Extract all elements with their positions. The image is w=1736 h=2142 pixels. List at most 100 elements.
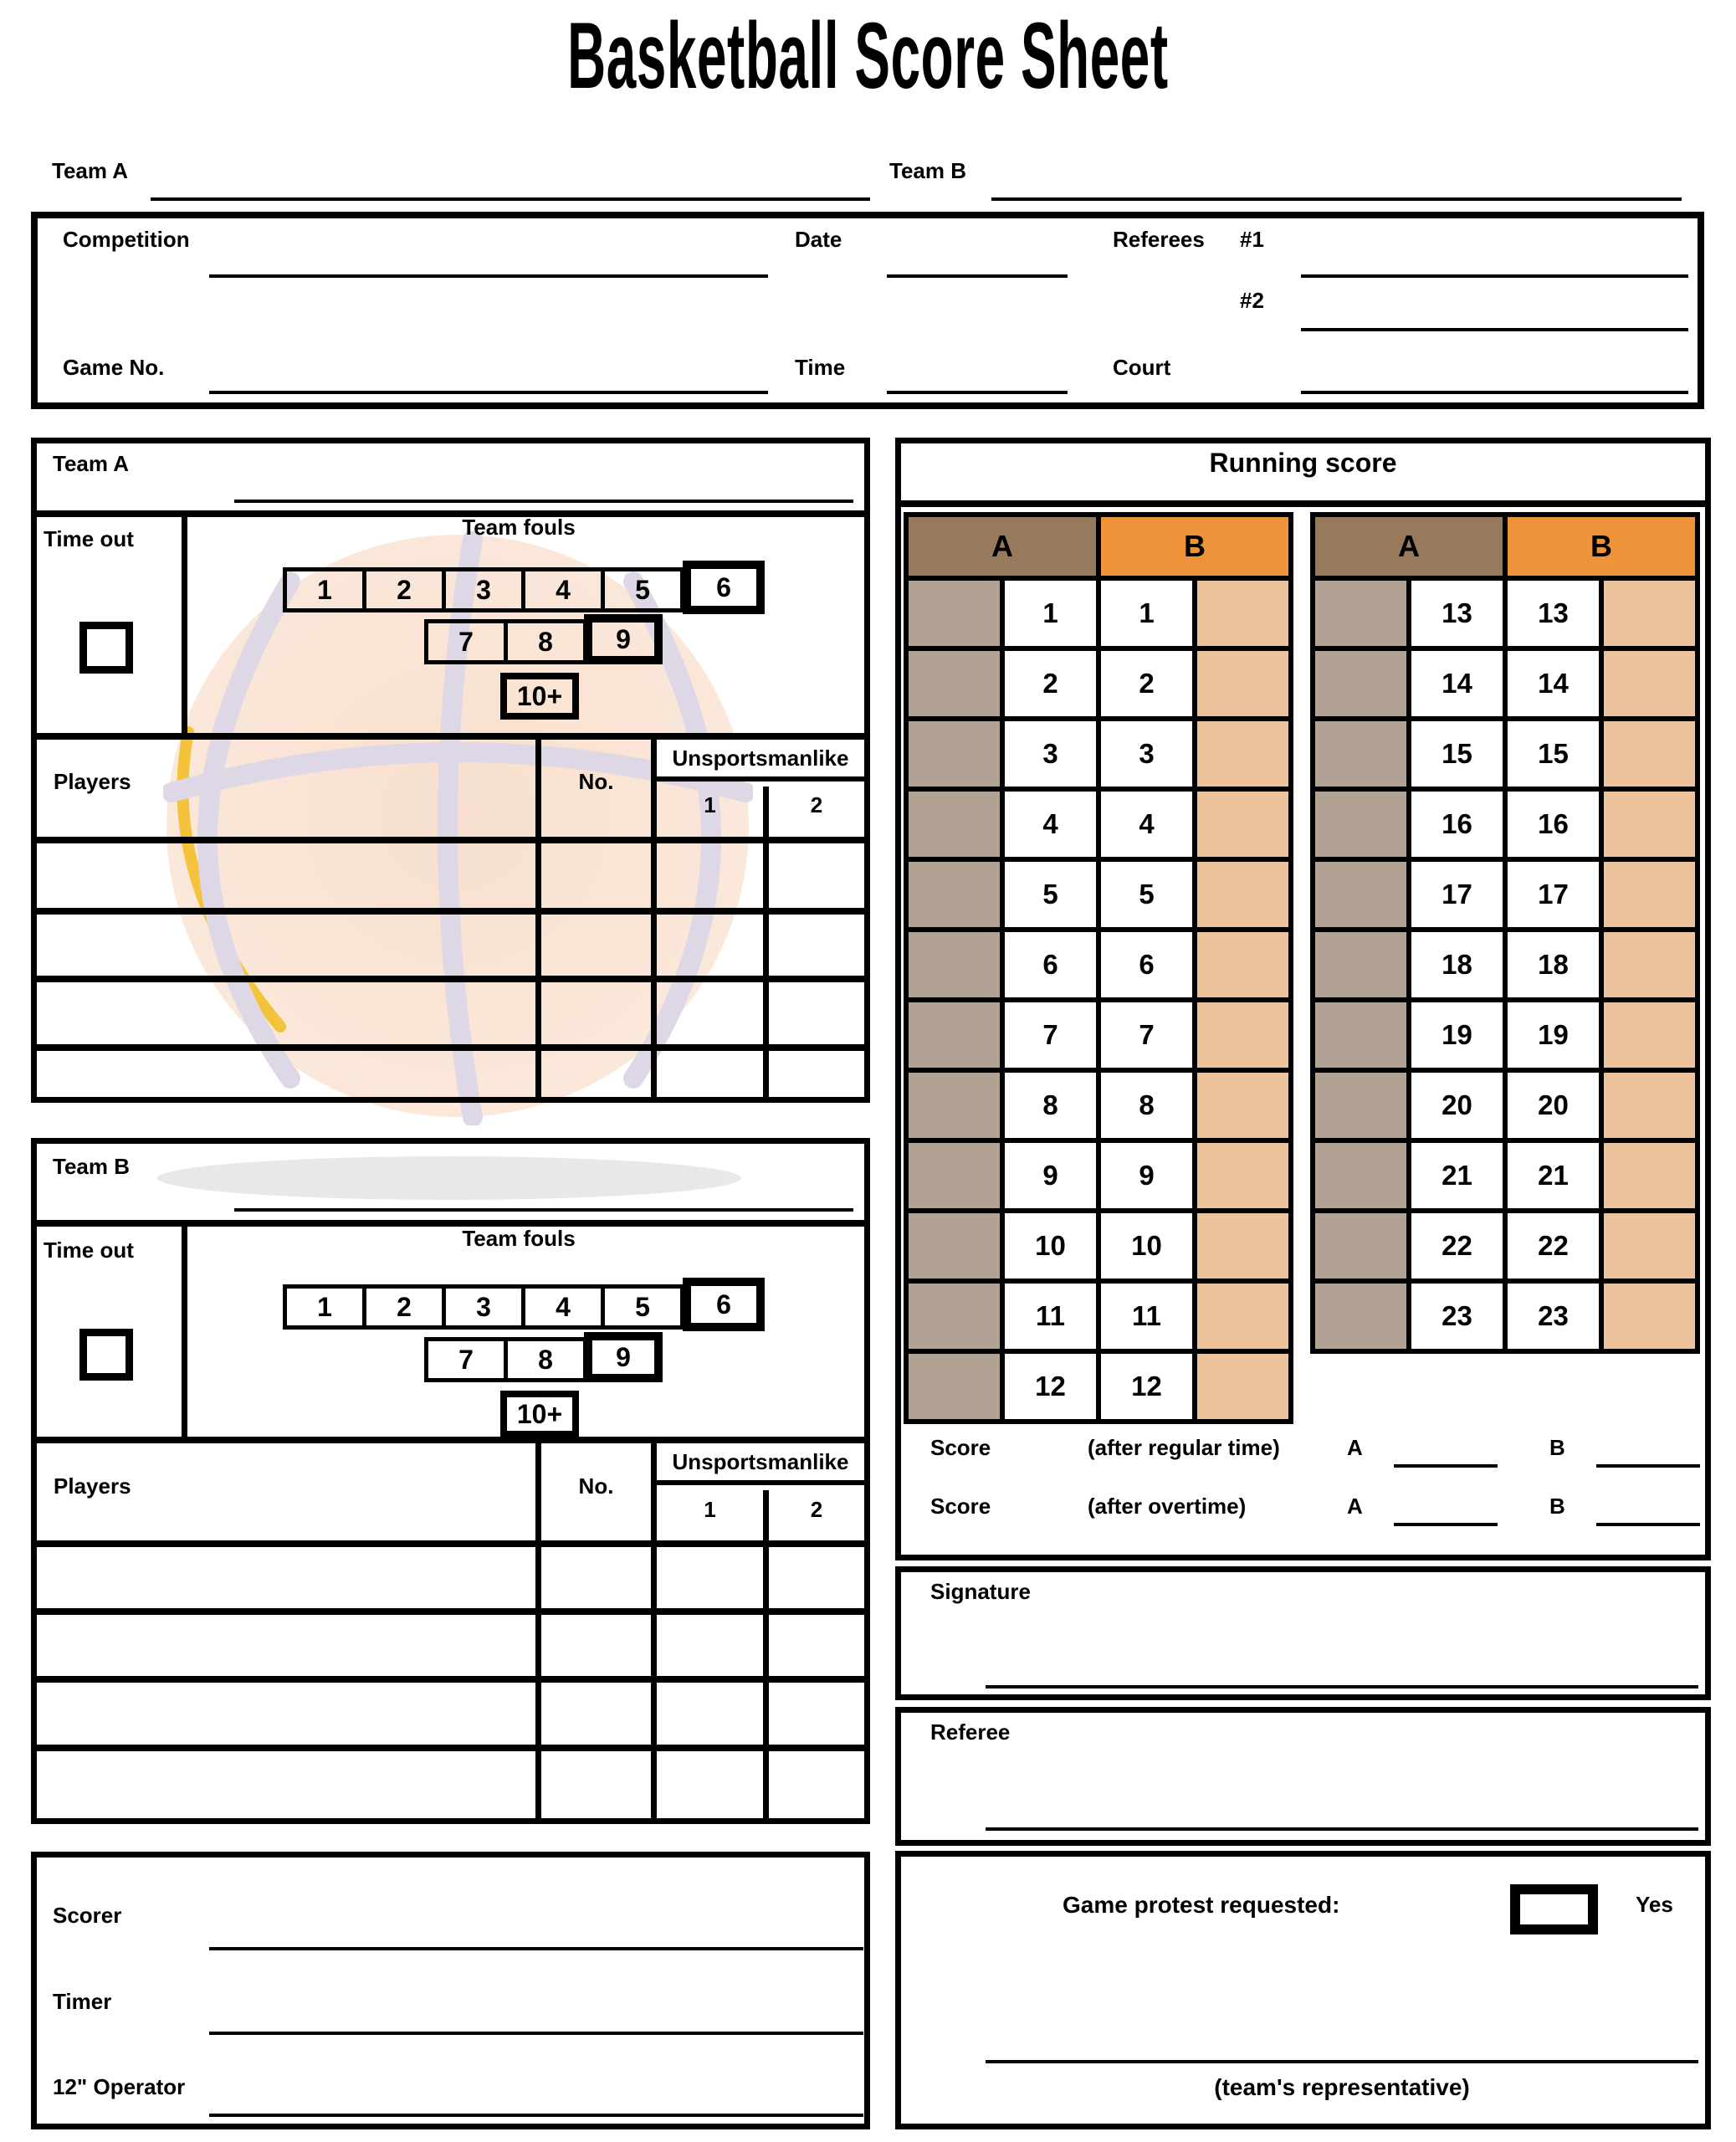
running-score-number-cell[interactable]: 22 bbox=[1508, 1213, 1599, 1279]
running-score-mark-cell-a[interactable] bbox=[909, 721, 1000, 787]
referee1-input-line[interactable] bbox=[1301, 274, 1688, 278]
running-score-mark-cell-a[interactable] bbox=[909, 581, 1000, 646]
running-score-number-cell[interactable]: 3 bbox=[1101, 721, 1192, 787]
running-score-mark-cell-a[interactable] bbox=[909, 1143, 1000, 1208]
running-score-mark-cell-b[interactable] bbox=[1604, 1213, 1695, 1279]
running-score-number-cell[interactable]: 15 bbox=[1508, 721, 1599, 787]
team-b-foul-box[interactable]: 1 bbox=[283, 1284, 366, 1330]
game-protest-checkbox[interactable] bbox=[1510, 1884, 1598, 1934]
team-b-foul-box-6[interactable]: 6 bbox=[683, 1278, 765, 1331]
running-score-number-cell[interactable]: 10 bbox=[1005, 1213, 1096, 1279]
running-score-mark-cell-b[interactable] bbox=[1197, 1002, 1288, 1068]
team-a-foul-box-10plus[interactable]: 10+ bbox=[500, 673, 579, 720]
running-score-number-cell[interactable]: 15 bbox=[1411, 721, 1503, 787]
running-score-mark-cell-a[interactable] bbox=[909, 1213, 1000, 1279]
running-score-mark-cell-a[interactable] bbox=[1315, 792, 1406, 857]
running-score-number-cell[interactable]: 7 bbox=[1101, 1002, 1192, 1068]
running-score-number-cell[interactable]: 13 bbox=[1411, 581, 1503, 646]
running-score-number-cell[interactable]: 16 bbox=[1508, 792, 1599, 857]
team-a-timeout-checkbox[interactable] bbox=[79, 622, 133, 674]
running-score-number-cell[interactable]: 2 bbox=[1005, 651, 1096, 716]
running-score-number-cell[interactable]: 4 bbox=[1005, 792, 1096, 857]
team-a-foul-box[interactable]: 1 bbox=[283, 567, 366, 612]
running-score-number-cell[interactable]: 23 bbox=[1411, 1284, 1503, 1349]
running-score-mark-cell-b[interactable] bbox=[1197, 862, 1288, 927]
running-score-number-cell[interactable]: 13 bbox=[1508, 581, 1599, 646]
team-b-foul-box[interactable]: 2 bbox=[362, 1284, 446, 1330]
running-score-mark-cell-a[interactable] bbox=[1315, 1284, 1406, 1349]
running-score-mark-cell-b[interactable] bbox=[1604, 721, 1695, 787]
running-score-number-cell[interactable]: 19 bbox=[1508, 1002, 1599, 1068]
team-a-foul-box-9[interactable]: 9 bbox=[584, 614, 663, 664]
running-score-mark-cell-b[interactable] bbox=[1197, 1143, 1288, 1208]
running-score-mark-cell-b[interactable] bbox=[1604, 1002, 1695, 1068]
running-score-number-cell[interactable]: 20 bbox=[1508, 1073, 1599, 1138]
team-a-foul-box[interactable]: 8 bbox=[504, 619, 587, 664]
running-score-mark-cell-b[interactable] bbox=[1604, 1143, 1695, 1208]
running-score-mark-cell-b[interactable] bbox=[1604, 581, 1695, 646]
running-score-mark-cell-b[interactable] bbox=[1197, 721, 1288, 787]
running-score-number-cell[interactable]: 18 bbox=[1508, 932, 1599, 997]
running-score-mark-cell-b[interactable] bbox=[1197, 651, 1288, 716]
running-score-mark-cell-a[interactable] bbox=[1315, 932, 1406, 997]
running-score-number-cell[interactable]: 12 bbox=[1005, 1354, 1096, 1419]
running-score-number-cell[interactable]: 18 bbox=[1411, 932, 1503, 997]
running-score-mark-cell-b[interactable] bbox=[1604, 1073, 1695, 1138]
running-score-mark-cell-b[interactable] bbox=[1197, 1354, 1288, 1419]
top-team-a-input-line[interactable] bbox=[151, 197, 870, 201]
running-score-mark-cell-b[interactable] bbox=[1197, 792, 1288, 857]
running-score-mark-cell-b[interactable] bbox=[1197, 1284, 1288, 1349]
running-score-number-cell[interactable]: 3 bbox=[1005, 721, 1096, 787]
running-score-mark-cell-a[interactable] bbox=[1315, 1213, 1406, 1279]
running-score-mark-cell-b[interactable] bbox=[1197, 581, 1288, 646]
date-input-line[interactable] bbox=[887, 274, 1068, 278]
running-score-mark-cell-a[interactable] bbox=[909, 862, 1000, 927]
running-score-mark-cell-a[interactable] bbox=[1315, 721, 1406, 787]
team-a-name-input-line[interactable] bbox=[234, 500, 853, 503]
referee-input-line[interactable] bbox=[986, 1827, 1698, 1831]
running-score-number-cell[interactable]: 21 bbox=[1411, 1143, 1503, 1208]
competition-input-line[interactable] bbox=[209, 274, 768, 278]
running-score-mark-cell-b[interactable] bbox=[1197, 1213, 1288, 1279]
running-score-number-cell[interactable]: 11 bbox=[1101, 1284, 1192, 1349]
running-score-number-cell[interactable]: 2 bbox=[1101, 651, 1192, 716]
running-score-mark-cell-b[interactable] bbox=[1604, 932, 1695, 997]
running-score-number-cell[interactable]: 17 bbox=[1508, 862, 1599, 927]
referee2-input-line[interactable] bbox=[1301, 328, 1688, 331]
team-a-foul-box[interactable]: 3 bbox=[442, 567, 525, 612]
team-b-foul-box-10plus[interactable]: 10+ bbox=[500, 1391, 579, 1437]
running-score-number-cell[interactable]: 7 bbox=[1005, 1002, 1096, 1068]
running-score-mark-cell-b[interactable] bbox=[1197, 1073, 1288, 1138]
running-score-number-cell[interactable]: 5 bbox=[1101, 862, 1192, 927]
score-regular-a-input-line[interactable] bbox=[1394, 1464, 1498, 1468]
team-b-name-input-line[interactable] bbox=[234, 1208, 853, 1212]
running-score-mark-cell-a[interactable] bbox=[909, 932, 1000, 997]
running-score-mark-cell-b[interactable] bbox=[1604, 792, 1695, 857]
running-score-number-cell[interactable]: 14 bbox=[1508, 651, 1599, 716]
running-score-number-cell[interactable]: 6 bbox=[1005, 932, 1096, 997]
running-score-mark-cell-a[interactable] bbox=[909, 1073, 1000, 1138]
running-score-number-cell[interactable]: 6 bbox=[1101, 932, 1192, 997]
court-input-line[interactable] bbox=[1301, 391, 1688, 394]
running-score-mark-cell-a[interactable] bbox=[909, 1354, 1000, 1419]
team-b-foul-box[interactable]: 5 bbox=[601, 1284, 684, 1330]
running-score-number-cell[interactable]: 17 bbox=[1411, 862, 1503, 927]
running-score-mark-cell-a[interactable] bbox=[1315, 862, 1406, 927]
team-a-foul-box[interactable]: 4 bbox=[521, 567, 605, 612]
game-no-input-line[interactable] bbox=[209, 391, 768, 394]
team-b-foul-box[interactable]: 8 bbox=[504, 1337, 587, 1382]
running-score-number-cell[interactable]: 12 bbox=[1101, 1354, 1192, 1419]
score-overtime-a-input-line[interactable] bbox=[1394, 1523, 1498, 1526]
running-score-mark-cell-b[interactable] bbox=[1604, 1284, 1695, 1349]
team-b-foul-box-9[interactable]: 9 bbox=[584, 1332, 663, 1382]
top-team-b-input-line[interactable] bbox=[991, 197, 1682, 201]
scorer-input-line[interactable] bbox=[209, 1947, 863, 1950]
team-b-timeout-checkbox[interactable] bbox=[79, 1329, 133, 1381]
running-score-mark-cell-a[interactable] bbox=[1315, 1073, 1406, 1138]
game-protest-signature-line[interactable] bbox=[986, 2060, 1698, 2063]
running-score-number-cell[interactable]: 8 bbox=[1005, 1073, 1096, 1138]
running-score-number-cell[interactable]: 19 bbox=[1411, 1002, 1503, 1068]
running-score-mark-cell-a[interactable] bbox=[909, 792, 1000, 857]
running-score-number-cell[interactable]: 1 bbox=[1005, 581, 1096, 646]
running-score-mark-cell-a[interactable] bbox=[909, 1002, 1000, 1068]
